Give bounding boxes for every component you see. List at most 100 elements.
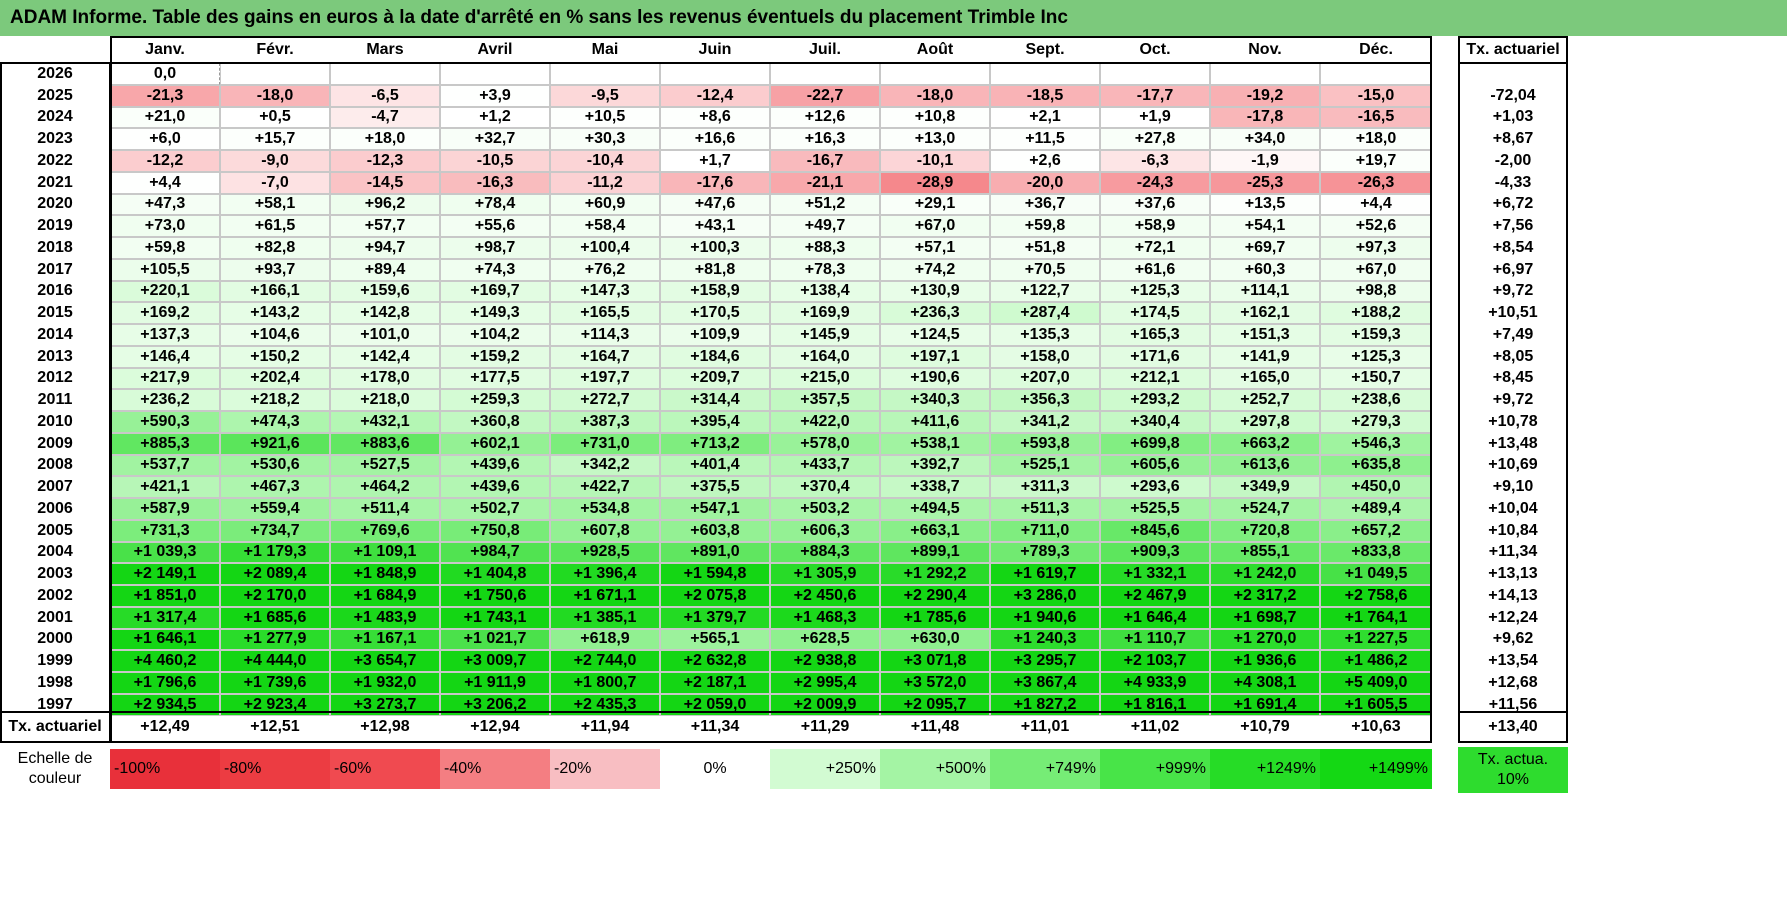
table-cell: +606,3 <box>770 519 880 542</box>
table-cell: +34,0 <box>1210 128 1320 150</box>
table-cell: -18,0 <box>220 84 330 107</box>
table-cell: +27,8 <box>1100 128 1210 150</box>
legend-rate-swatch: Tx. actua. 10% <box>1458 747 1568 793</box>
table-cell: +142,4 <box>330 345 440 368</box>
year-label: 2017 <box>37 260 73 278</box>
table-cell: +184,6 <box>660 345 770 368</box>
table-cell: +593,8 <box>990 432 1100 455</box>
table-cell: +1 851,0 <box>110 585 220 607</box>
table-cell: +4 444,0 <box>220 650 330 672</box>
table-cell: +1 179,3 <box>220 541 330 564</box>
table-cell: +137,3 <box>110 324 220 346</box>
year-label: 2022 <box>37 151 73 169</box>
table-cell: +13,5 <box>1210 193 1320 216</box>
table-cell: -18,0 <box>880 84 990 107</box>
table-cell: +605,6 <box>1100 454 1210 477</box>
legend-swatch: +1499% <box>1320 749 1432 789</box>
table-cell: -17,6 <box>660 171 770 194</box>
table-cell: +100,3 <box>660 237 770 259</box>
table-cell: -1,9 <box>1210 150 1320 172</box>
table-cell: +207,0 <box>990 367 1100 390</box>
year-label: 2016 <box>37 282 73 300</box>
table-cell: +171,6 <box>1100 345 1210 368</box>
table-cell <box>660 63 770 85</box>
table-cell: +845,6 <box>1100 519 1210 542</box>
month-header: Avril <box>477 40 513 58</box>
month-header: Mars <box>366 40 404 58</box>
table-cell: +2 450,6 <box>770 585 880 607</box>
table-cell <box>1100 63 1210 85</box>
table-cell: +169,9 <box>770 302 880 324</box>
table-cell: +433,7 <box>770 454 880 477</box>
table-cell: +4 308,1 <box>1210 672 1320 694</box>
table-cell: +149,3 <box>440 302 550 324</box>
table-cell: +174,5 <box>1100 302 1210 324</box>
table-cell: +61,5 <box>220 215 330 237</box>
table-cell: +100,4 <box>550 237 660 259</box>
table-cell: +411,6 <box>880 411 990 433</box>
table-cell: +1 270,0 <box>1210 628 1320 651</box>
row-rate: +11,56 <box>1488 695 1538 713</box>
table-cell: +489,4 <box>1320 498 1432 520</box>
gains-table: Janv. Févr. Mars Avril Mai Juin Juil. Août Sept.… <box>0 36 1787 912</box>
table-cell: +2 009,9 <box>770 693 880 716</box>
table-cell: -24,3 <box>1100 171 1210 194</box>
year-label: 2004 <box>37 543 73 561</box>
table-cell: +503,2 <box>770 498 880 520</box>
table-cell: +884,3 <box>770 541 880 564</box>
table-cell: +1 816,1 <box>1100 693 1210 716</box>
table-cell: +2 632,8 <box>660 650 770 672</box>
table-cell: +1,7 <box>660 150 770 172</box>
table-cell: +3 206,2 <box>440 693 550 716</box>
table-cell: +3 867,4 <box>990 672 1100 694</box>
table-cell: +401,4 <box>660 454 770 477</box>
table-cell: +1 227,5 <box>1320 628 1432 651</box>
rate-header: Tx. actuariel <box>1466 40 1560 58</box>
table-cell: +4 460,2 <box>110 650 220 672</box>
table-cell: +2 075,8 <box>660 585 770 607</box>
table-cell: +98,8 <box>1320 280 1432 303</box>
table-cell: +59,8 <box>990 215 1100 237</box>
table-cell: +57,7 <box>330 215 440 237</box>
table-cell: +142,8 <box>330 302 440 324</box>
row-rate: +10,04 <box>1488 499 1538 517</box>
table-cell: +590,3 <box>110 411 220 433</box>
table-cell: +340,3 <box>880 389 990 411</box>
table-cell: +279,3 <box>1320 411 1432 433</box>
table-cell: +789,3 <box>990 541 1100 564</box>
table-cell: +711,0 <box>990 519 1100 542</box>
table-cell: -9,0 <box>220 150 330 172</box>
table-cell: +60,3 <box>1210 258 1320 281</box>
row-rate <box>1458 63 1568 85</box>
row-rate: +12,24 <box>1488 608 1538 626</box>
table-cell: +537,7 <box>110 454 220 477</box>
table-cell: +47,3 <box>110 193 220 216</box>
table-cell: +215,0 <box>770 367 880 390</box>
table-cell: +1 743,1 <box>440 606 550 629</box>
table-cell: +105,5 <box>110 258 220 281</box>
table-cell: +259,3 <box>440 389 550 411</box>
row-rate: +14,13 <box>1488 586 1538 604</box>
footer-rate-cell: +12,51 <box>250 718 300 735</box>
table-cell: +169,7 <box>440 280 550 303</box>
table-cell: +439,6 <box>440 476 550 498</box>
table-cell: +314,4 <box>660 389 770 411</box>
table-cell: +464,2 <box>330 476 440 498</box>
row-rate: +8,45 <box>1492 369 1534 387</box>
table-cell: -10,4 <box>550 150 660 172</box>
table-cell: +657,2 <box>1320 519 1432 542</box>
table-cell: -12,4 <box>660 84 770 107</box>
year-label: 2000 <box>37 630 73 648</box>
table-cell: +11,5 <box>990 128 1100 150</box>
row-rate: +7,49 <box>1492 325 1534 343</box>
table-cell: +150,2 <box>220 345 330 368</box>
table-cell: +170,5 <box>660 302 770 324</box>
table-cell: +43,1 <box>660 215 770 237</box>
table-cell: +49,7 <box>770 215 880 237</box>
row-rate: +10,78 <box>1488 412 1538 430</box>
year-label: 2020 <box>37 195 73 213</box>
month-header: Juil. <box>808 40 841 58</box>
table-cell: +16,3 <box>770 128 880 150</box>
table-cell: -28,9 <box>880 171 990 194</box>
table-cell: +146,4 <box>110 345 220 368</box>
